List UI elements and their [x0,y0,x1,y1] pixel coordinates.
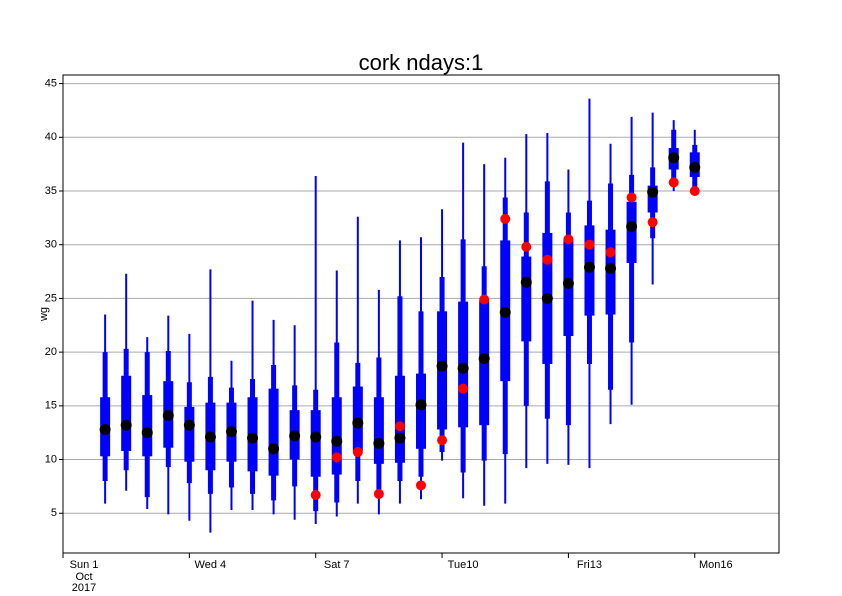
y-tick-label: 35 [45,185,57,197]
observed-dot [416,480,426,491]
box [521,256,532,342]
median-dot [583,261,595,273]
chart-title: cork ndays:1 [359,50,484,75]
median-dot [247,432,259,444]
observed-dot [647,217,658,228]
x-tick-label: Mon16 [699,559,733,571]
observed-dot [605,247,616,258]
box [394,375,405,463]
median-dot [436,360,448,372]
median-dot [499,306,511,318]
observed-dot [331,452,342,463]
median-dot [415,399,427,411]
x-tick-label: Wed 4 [195,559,227,571]
y-axis-label: wg [38,307,50,322]
box [121,375,132,451]
observed-dot [458,383,469,394]
median-dot [268,443,280,455]
median-dot [310,431,322,443]
y-tick-label: 25 [45,292,57,304]
median-dot [394,432,406,444]
observed-dot [689,186,700,197]
median-dot [689,161,701,173]
box [373,397,384,464]
median-dot [562,277,574,289]
observed-dot [500,213,511,224]
median-dot [183,419,195,431]
median-dot [352,417,364,429]
median-dot [373,437,385,449]
box [268,388,279,476]
x-tick-label: Fri13 [577,559,602,571]
box [310,410,321,477]
median-dot [457,362,469,374]
box [416,373,426,449]
median-dot [162,410,174,422]
y-tick-label: 30 [45,239,57,251]
median-dot [605,262,617,274]
observed-dot [310,489,321,500]
median-dot [520,276,532,288]
median-dot [120,419,132,431]
y-tick-label: 40 [45,131,57,143]
observed-dot [668,177,679,188]
median-dot [626,220,638,232]
observed-dot [521,241,532,252]
x-year-label: 2017 [72,582,96,594]
median-dot [204,431,216,443]
x-tick-label: Sun 1 [70,559,99,571]
y-tick-label: 10 [45,453,57,465]
observed-dot [479,294,490,305]
observed-dot [542,254,553,265]
observed-dot [437,435,448,446]
median-dot [99,423,111,435]
y-tick-label: 45 [45,77,57,89]
observed-dot [626,192,637,203]
median-dot [668,152,680,164]
y-tick-label: 5 [51,507,57,519]
median-dot [141,427,153,439]
median-dot [289,430,301,442]
observed-dot [352,447,363,458]
box [184,406,195,462]
median-dot [647,186,659,198]
observed-dot [584,239,595,250]
observed-dot [563,234,574,245]
observed-dot [373,488,384,499]
box [626,201,637,263]
median-dot [478,353,490,365]
median-dot [225,426,237,438]
median-dot [331,435,343,447]
box [647,185,658,213]
median-dot [541,292,553,304]
y-tick-label: 15 [45,400,57,412]
x-month-label: Oct [75,571,92,583]
x-tick-label: Tue10 [448,559,479,571]
y-tick-label: 20 [45,346,57,358]
x-tick-label: Sat 7 [324,559,350,571]
box [142,395,153,457]
plot-frame [62,74,780,554]
observed-dot [394,421,405,432]
